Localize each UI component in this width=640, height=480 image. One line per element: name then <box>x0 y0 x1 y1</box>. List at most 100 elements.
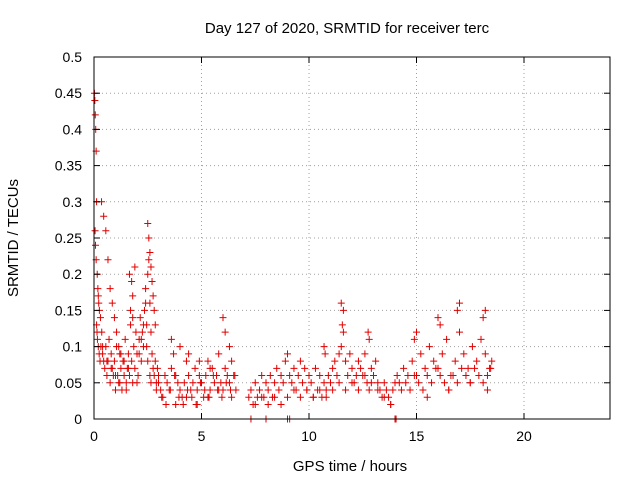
data-point <box>131 364 139 372</box>
y-tick-label: 0.3 <box>63 194 83 210</box>
data-point <box>106 285 114 293</box>
data-point <box>284 393 291 401</box>
data-point <box>170 350 178 358</box>
data-point <box>144 270 152 278</box>
x-tick-label: 15 <box>409 428 425 444</box>
data-point <box>290 364 298 372</box>
data-point <box>148 350 156 358</box>
data-point <box>337 343 345 351</box>
grid-lines <box>94 57 610 419</box>
data-point <box>443 335 451 343</box>
data-point <box>195 357 203 365</box>
data-point <box>103 357 111 365</box>
data-point <box>96 314 104 322</box>
data-point <box>251 379 259 387</box>
data-point <box>468 343 476 351</box>
data-point <box>357 364 365 372</box>
data-point <box>102 227 110 235</box>
data-point <box>417 350 425 358</box>
y-tick-labels: 0 0.05 0.1 0.15 0.2 0.25 0.3 0.35 0.4 0.45 0.5 <box>55 49 82 427</box>
data-point <box>117 364 125 372</box>
data-point <box>479 314 487 322</box>
data-point <box>124 364 132 372</box>
data-point <box>176 343 184 351</box>
data-point <box>144 220 152 228</box>
data-point <box>193 386 201 394</box>
data-point <box>456 328 463 336</box>
data-point <box>348 364 356 372</box>
data-point <box>374 386 382 394</box>
data-point <box>440 379 448 387</box>
data-point <box>483 372 491 380</box>
data-point <box>221 364 229 372</box>
data-point <box>266 372 274 380</box>
data-point <box>113 328 121 336</box>
data-point <box>94 292 102 300</box>
data-point <box>406 386 414 394</box>
data-point <box>430 357 438 365</box>
data-point <box>324 372 332 380</box>
data-point <box>329 386 337 394</box>
data-point <box>316 386 324 394</box>
data-point <box>380 379 388 387</box>
data-point <box>137 357 145 365</box>
data-point <box>110 357 118 365</box>
data-point <box>473 357 481 365</box>
data-point <box>130 343 138 351</box>
data-point <box>354 386 362 394</box>
data-point <box>397 386 405 394</box>
data-point <box>271 379 279 387</box>
data-point <box>365 335 373 343</box>
data-point <box>143 343 151 351</box>
data-point <box>162 401 170 409</box>
data-point <box>395 379 403 387</box>
data-point <box>434 314 442 322</box>
data-point <box>155 372 162 380</box>
data-point <box>382 386 390 394</box>
data-point <box>421 364 429 372</box>
data-point <box>219 314 227 322</box>
data-point <box>196 379 204 387</box>
plot-frame <box>93 56 611 420</box>
data-point <box>95 299 103 307</box>
data-point <box>101 364 109 372</box>
data-point <box>147 328 155 336</box>
data-point <box>380 393 388 401</box>
data-point <box>445 386 453 394</box>
data-point <box>100 212 108 220</box>
data-point <box>389 386 397 394</box>
data-point <box>271 393 279 401</box>
data-point <box>161 372 169 380</box>
data-point <box>223 372 231 380</box>
y-tick-label: 0.5 <box>63 49 83 65</box>
data-point <box>138 328 146 336</box>
data-point <box>256 386 264 394</box>
data-point <box>151 357 159 365</box>
data-point <box>258 393 266 401</box>
data-point <box>400 364 408 372</box>
data-point <box>146 372 154 380</box>
data-point <box>133 379 141 387</box>
data-point <box>346 350 354 358</box>
data-point <box>176 386 184 394</box>
data-point <box>402 379 410 387</box>
data-point <box>125 270 133 278</box>
data-point <box>413 328 420 336</box>
data-point <box>117 350 125 358</box>
data-point <box>222 379 230 387</box>
data-point <box>247 386 255 394</box>
data-point <box>167 335 175 343</box>
data-point <box>264 386 272 394</box>
data-point <box>184 386 192 394</box>
data-point <box>410 335 418 343</box>
data-point <box>277 372 285 380</box>
data-point <box>481 350 489 358</box>
data-point <box>364 328 372 336</box>
data-point <box>157 386 165 394</box>
data-point <box>155 379 162 387</box>
data-point <box>150 306 158 314</box>
data-point <box>475 372 483 380</box>
data-point <box>245 393 253 401</box>
data-point <box>488 357 496 365</box>
data-point <box>258 372 266 380</box>
